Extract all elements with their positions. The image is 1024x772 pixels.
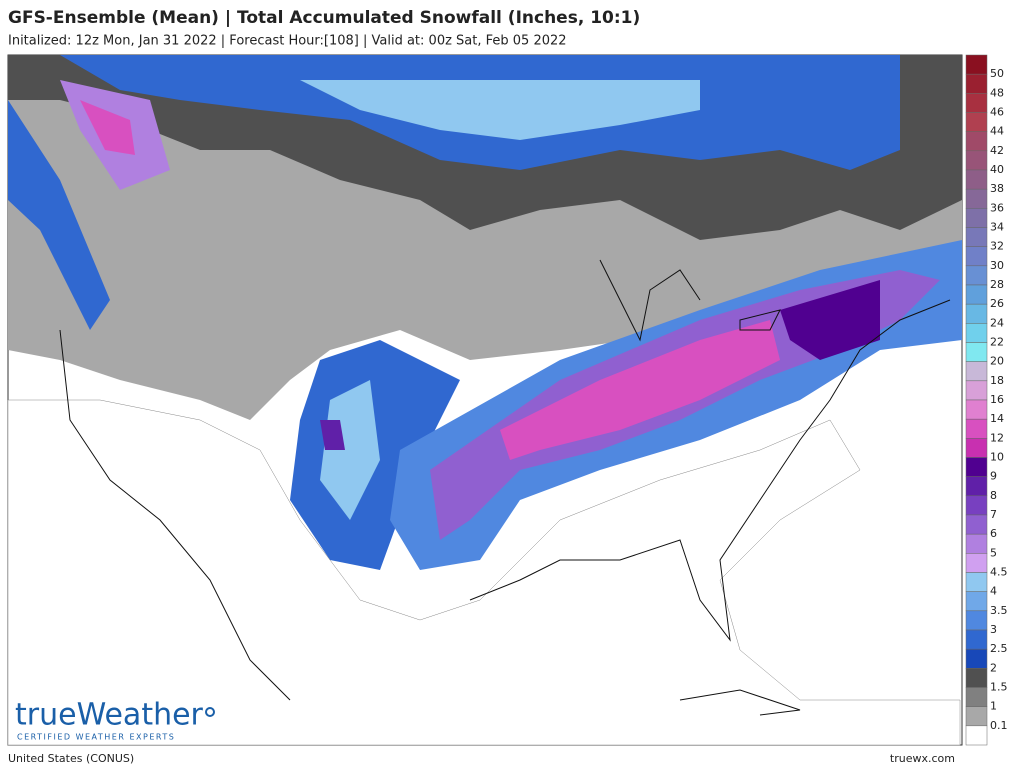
legend-label: 28 (990, 278, 1004, 291)
legend-swatch (965, 706, 988, 727)
map (7, 54, 963, 746)
legend-swatch (965, 591, 988, 612)
legend-swatch (965, 131, 988, 152)
legend-label: 1.5 (990, 681, 1008, 694)
legend-label: 14 (990, 412, 1004, 425)
legend-label: 1 (990, 700, 997, 713)
legend-label: 46 (990, 106, 1004, 119)
footer-site: truewx.com (890, 752, 955, 765)
subtitle: Initalized: 12z Mon, Jan 31 2022 | Forec… (8, 34, 567, 49)
legend-swatch (965, 284, 988, 305)
legend-label: 10 (990, 451, 1004, 464)
legend: 5048464442403836343230282624222018161412… (965, 54, 1008, 746)
legend-label: 2.5 (990, 642, 1008, 655)
legend-label: 8 (990, 489, 997, 502)
logo-tagline: CERTIFIED WEATHER EXPERTS (17, 733, 175, 742)
legend-swatch (965, 208, 988, 228)
legend-label: 40 (990, 163, 1004, 176)
legend-label: 42 (990, 144, 1004, 157)
legend-swatch (965, 533, 988, 554)
legend-swatch (965, 361, 988, 382)
legend-swatch (965, 54, 988, 75)
legend-label: 0.1 (990, 719, 1008, 732)
legend-label: 3.5 (990, 604, 1008, 617)
legend-swatch (965, 303, 988, 324)
legend-swatch (965, 457, 988, 477)
legend-swatch (965, 380, 988, 401)
legend-label: 12 (990, 431, 1004, 444)
legend-swatch (965, 112, 988, 132)
legend-label: 44 (990, 125, 1004, 138)
logo-name: trueWeather (15, 698, 204, 733)
legend-swatch (965, 246, 988, 267)
legend-swatch (965, 668, 988, 688)
footer-region: United States (CONUS) (8, 752, 134, 765)
legend-swatch (965, 610, 988, 631)
legend-swatch (965, 687, 988, 707)
legend-swatch (965, 227, 988, 247)
legend-swatch (965, 572, 988, 592)
legend-swatch (965, 495, 988, 516)
legend-label: 2 (990, 661, 997, 674)
legend-label: 16 (990, 393, 1004, 406)
legend-label: 30 (990, 259, 1004, 272)
logo: trueWeather CERTIFIED WEATHER EXPERTS (15, 698, 215, 742)
legend-label: 4.5 (990, 566, 1008, 579)
legend-swatch (965, 629, 988, 650)
legend-label: 48 (990, 86, 1004, 99)
legend-label: 5 (990, 546, 997, 559)
legend-swatch (965, 93, 988, 113)
legend-swatch (965, 265, 988, 286)
legend-label: 6 (990, 527, 997, 540)
legend-label: 38 (990, 182, 1004, 195)
legend-label: 24 (990, 316, 1004, 329)
legend-swatch (965, 648, 988, 669)
legend-swatch (965, 150, 988, 171)
legend-label: 18 (990, 374, 1004, 387)
legend-label: 7 (990, 508, 997, 521)
legend-label: 9 (990, 470, 997, 483)
legend-swatch (965, 476, 988, 497)
legend-swatch (965, 188, 988, 209)
legend-swatch (965, 323, 988, 343)
legend-swatch (965, 342, 988, 362)
legend-swatch (965, 399, 988, 420)
legend-label: 3 (990, 623, 997, 636)
legend-swatch (965, 725, 988, 746)
legend-label: 20 (990, 355, 1004, 368)
legend-swatch (965, 553, 988, 573)
legend-label: 22 (990, 336, 1004, 349)
legend-swatch (965, 73, 988, 94)
legend-swatch (965, 418, 988, 439)
legend-swatch (965, 438, 988, 458)
legend-swatch (965, 514, 988, 535)
legend-label: 4 (990, 585, 997, 598)
legend-label: 26 (990, 297, 1004, 310)
legend-label: 32 (990, 240, 1004, 253)
legend-label: 50 (990, 67, 1004, 80)
title: GFS-Ensemble (Mean) | Total Accumulated … (8, 8, 640, 28)
legend-swatch (965, 169, 988, 190)
legend-label: 36 (990, 201, 1004, 214)
legend-label: 34 (990, 221, 1004, 234)
